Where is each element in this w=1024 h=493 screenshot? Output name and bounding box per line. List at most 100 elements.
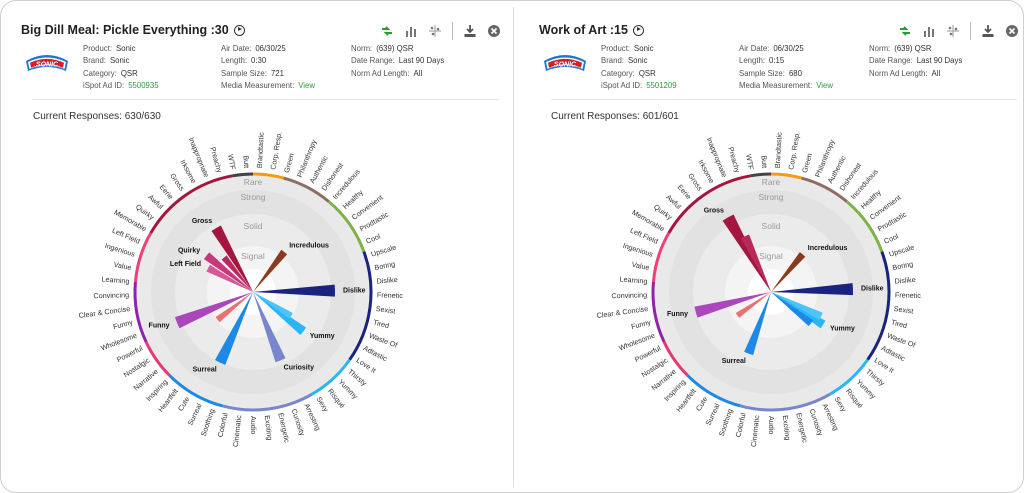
toolbar-separator <box>452 22 453 40</box>
category-arc <box>232 172 254 178</box>
media-measurement-link[interactable]: View <box>816 81 834 91</box>
emotion-label: Soothing <box>717 408 735 438</box>
emotion-wheel: Rare Strong Solid Signal Brandtastic Corp. Re… <box>78 131 403 447</box>
air-date-value: 06/30/25 <box>255 44 286 53</box>
emotion-label: Dislike <box>376 275 398 286</box>
emotion-spike <box>203 252 253 292</box>
norm-label: Norm: <box>869 44 891 53</box>
meta-column-product: Product: Sonic Brand: Sonic Category: QSR i… <box>83 43 159 93</box>
emotion-spike <box>771 292 814 327</box>
category-value: QSR <box>120 68 138 78</box>
spike-label: Gross <box>192 218 212 225</box>
norm-value: (639) QSR <box>376 44 414 53</box>
emotion-label: Learning <box>619 274 648 285</box>
product-label: Product: <box>601 44 631 53</box>
emotion-label: Frenetic <box>895 290 922 300</box>
emotion-spike <box>722 214 771 292</box>
category-arc <box>168 374 223 408</box>
emotion-spike <box>221 255 253 292</box>
current-responses: Current Responses: 630/630 <box>33 111 161 122</box>
air-date-label: Air Date: <box>739 44 770 53</box>
ad-id-link[interactable]: 5501209 <box>646 81 677 91</box>
download-icon[interactable] <box>981 24 995 38</box>
category-label: Category: <box>601 68 635 78</box>
bar-chart-icon[interactable] <box>404 24 418 38</box>
sample-size-label: Sample Size: <box>739 68 785 78</box>
category-arc <box>866 251 891 361</box>
air-date-label: Air Date: <box>221 44 252 53</box>
ad-panel-1: Big Dill Meal: Pickle Everything :30 SON… <box>21 1 509 492</box>
brand-logo: SONIC <box>26 55 68 71</box>
date-range-label: Date Range: <box>351 56 395 66</box>
spike-label: Yummy <box>310 333 335 340</box>
emotion-label: Learning <box>101 274 130 285</box>
emotion-spike <box>771 252 806 292</box>
emotion-spike <box>744 292 771 356</box>
ad-id-link[interactable]: 5500935 <box>128 81 159 91</box>
norm-ad-length-value: All <box>413 68 423 78</box>
category-arc <box>845 200 884 253</box>
spike-label: Surreal <box>722 358 746 365</box>
close-icon[interactable] <box>1005 24 1019 38</box>
compare-arrows-icon[interactable] <box>380 24 394 38</box>
ring-label: Solid <box>762 221 781 231</box>
spike-label: Gross <box>704 207 724 214</box>
panel-divider <box>513 7 514 487</box>
emotion-label: Cinematic <box>231 414 244 447</box>
category-arc <box>144 341 171 377</box>
brand-label: Brand: <box>83 56 106 66</box>
norm-label: Norm: <box>351 44 373 53</box>
emotion-label: Upscale <box>370 242 397 258</box>
scatter-icon[interactable] <box>946 24 960 38</box>
emotion-label: Surreal <box>704 402 722 427</box>
emotion-label: Energetic <box>276 412 292 444</box>
emotion-label: Cute <box>694 395 710 413</box>
emotion-label: Ingenious <box>622 241 655 259</box>
ring-label: Rare <box>762 177 781 187</box>
scatter-icon[interactable] <box>428 24 442 38</box>
meta-column-airing: Air Date: 06/30/25 Length: 0:15 Sample Siz… <box>739 43 833 93</box>
emotion-spike <box>253 292 307 335</box>
emotion-spike <box>771 292 826 329</box>
play-icon[interactable] <box>233 24 245 36</box>
spike-label: Funny <box>667 311 688 318</box>
spike-label: Curiosity <box>284 365 314 372</box>
ad-title: Big Dill Meal: Pickle Everything :30 <box>21 23 229 37</box>
download-icon[interactable] <box>463 24 477 38</box>
sample-size-value: 680 <box>788 68 802 78</box>
date-range-label: Date Range: <box>869 56 913 66</box>
category-arc <box>348 251 373 361</box>
emotion-spike <box>215 292 253 323</box>
category-arc <box>651 281 666 343</box>
emotion-label: Ingenious <box>104 241 137 259</box>
bar-chart-icon[interactable] <box>922 24 936 38</box>
emotion-label: Upscale <box>888 242 915 258</box>
play-icon[interactable] <box>632 24 644 36</box>
category-arc <box>311 358 351 396</box>
ring-label: Strong <box>758 192 783 202</box>
emotion-label: Sexist <box>375 304 396 316</box>
emotion-label: Curiosity <box>808 408 826 438</box>
length-value: 0:30 <box>251 56 267 66</box>
compare-arrows-icon[interactable] <box>898 24 912 38</box>
media-measurement-link[interactable]: View <box>298 81 316 91</box>
emotion-label: Brandtastic <box>773 132 784 169</box>
category-label: Category: <box>83 68 117 78</box>
category-arc <box>327 200 366 253</box>
emotion-spike <box>253 249 288 292</box>
length-value: 0:15 <box>769 56 785 66</box>
brand-value: Sonic <box>109 56 130 66</box>
emotion-label: Dislike <box>894 275 916 286</box>
category-arc <box>662 341 689 377</box>
emotion-label: Preachy <box>726 146 742 174</box>
spike-label: Dislike <box>343 287 366 294</box>
emotion-label: Cinematic <box>749 414 762 447</box>
emotion-spike <box>211 225 253 292</box>
emotion-label: Funny <box>630 317 652 331</box>
emotion-label: Tired <box>890 318 908 331</box>
spike-label: Yummy <box>830 326 855 333</box>
spike-label: Dislike <box>861 286 884 293</box>
emotion-spike <box>771 292 823 321</box>
close-icon[interactable] <box>487 24 501 38</box>
norm-ad-length-label: Norm Ad Length: <box>869 68 928 78</box>
